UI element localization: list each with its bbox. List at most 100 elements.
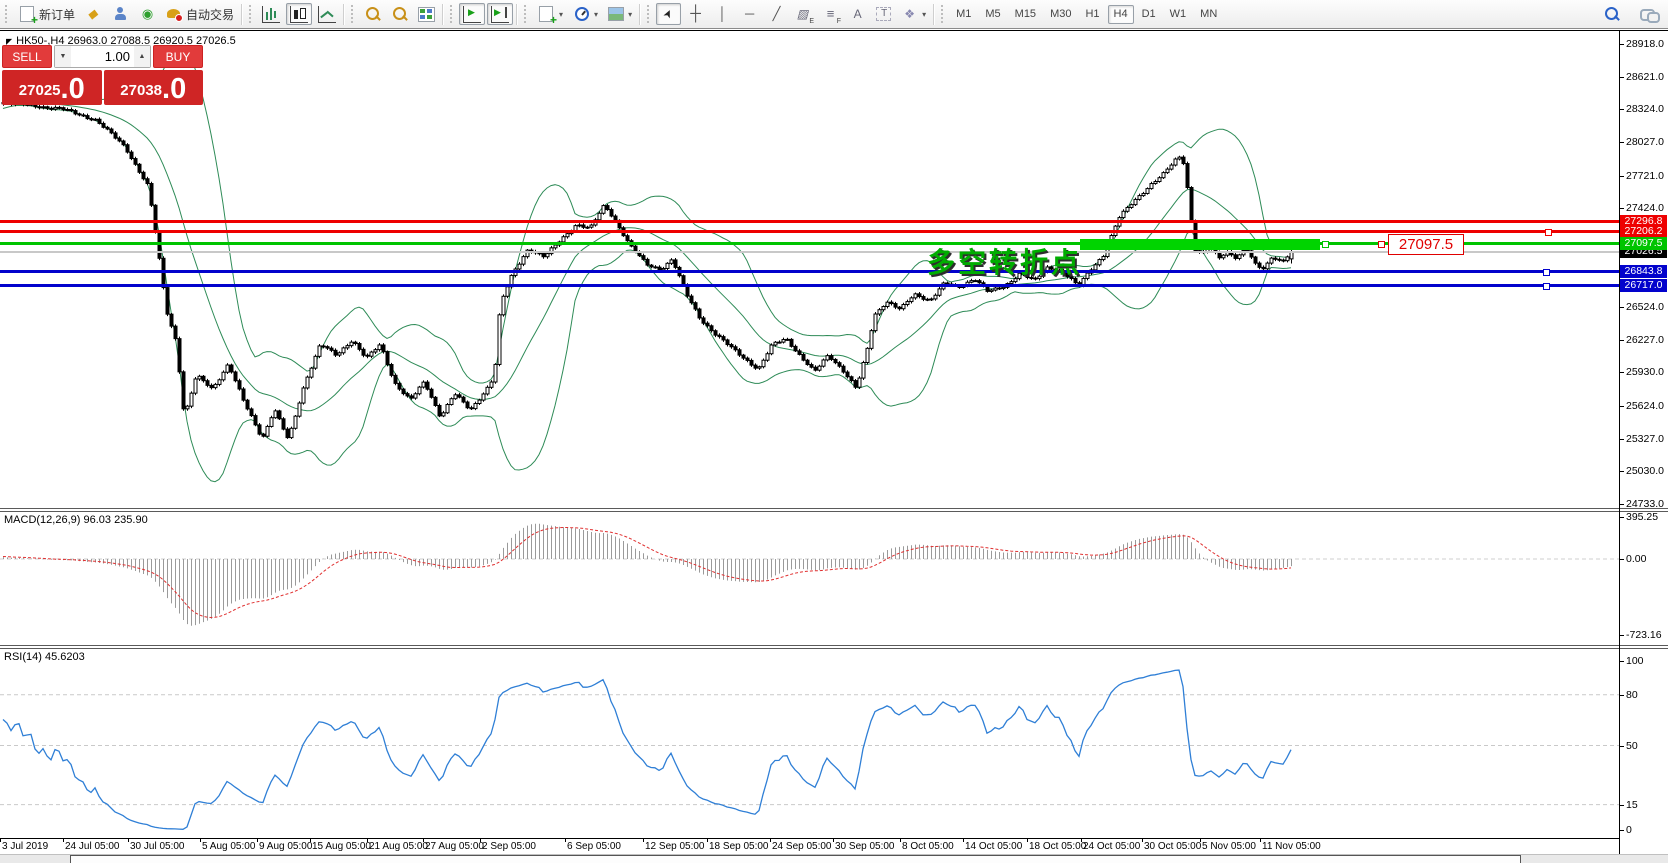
price-axis-label: 25624.0 bbox=[1626, 400, 1664, 412]
timeframe-h1-button[interactable]: H1 bbox=[1085, 8, 1100, 20]
macd-values: 96.03 235.90 bbox=[83, 514, 148, 526]
rsi-panel-separator[interactable] bbox=[0, 645, 1668, 649]
volume-up-button[interactable]: ▲ bbox=[134, 46, 150, 67]
time-axis-tick bbox=[63, 838, 64, 842]
rsi-line bbox=[2, 669, 1292, 830]
sell-price-display[interactable]: 27025.0 bbox=[2, 70, 102, 105]
price-axis-tick bbox=[1619, 307, 1624, 308]
text-label-button[interactable] bbox=[872, 3, 895, 25]
level-line-handle[interactable] bbox=[1322, 241, 1329, 248]
timeframe-m5-button[interactable]: M5 bbox=[985, 8, 1001, 20]
time-axis-label: 5 Nov 05:00 bbox=[1202, 841, 1256, 852]
macd-panel-separator[interactable] bbox=[0, 508, 1668, 512]
sell-button[interactable]: SELL bbox=[2, 45, 52, 68]
fibonacci-button[interactable] bbox=[818, 3, 843, 25]
cursor-button[interactable] bbox=[656, 3, 682, 25]
new-order-icon bbox=[20, 6, 38, 26]
zoom-in-button[interactable] bbox=[360, 3, 385, 25]
bar-chart-button[interactable] bbox=[258, 3, 284, 25]
horizontal-scrollbar[interactable] bbox=[0, 854, 1668, 863]
price-tag-handle[interactable] bbox=[1378, 241, 1385, 248]
level-line-27097.5[interactable] bbox=[0, 242, 1619, 245]
time-axis-label: 30 Oct 05:00 bbox=[1144, 841, 1202, 852]
price-axis-label: 25327.0 bbox=[1626, 433, 1664, 445]
profiles-button[interactable] bbox=[81, 3, 106, 25]
navigator-button[interactable] bbox=[108, 3, 133, 25]
new-order-button[interactable]: 新订单 bbox=[14, 3, 79, 26]
level-line-26717.0[interactable] bbox=[0, 284, 1619, 287]
auto-scroll-button[interactable] bbox=[459, 3, 486, 25]
candlestick-chart-button[interactable] bbox=[286, 3, 313, 25]
tile-windows-button[interactable] bbox=[414, 3, 439, 25]
time-axis-tick bbox=[367, 838, 368, 842]
toolbar-separator bbox=[442, 3, 444, 25]
toolbar-grip bbox=[351, 5, 355, 23]
chevron-down-icon[interactable]: ▾ bbox=[559, 9, 564, 19]
volume-down-button[interactable]: ▼ bbox=[55, 46, 71, 67]
timeframe-m15-button[interactable]: M15 bbox=[1014, 8, 1037, 20]
price-tag-label[interactable]: 27097.5 bbox=[1388, 234, 1464, 255]
time-axis-tick bbox=[565, 838, 566, 842]
timeframe-h4-button[interactable]: H4 bbox=[1107, 4, 1134, 24]
rsi-axis-label: 0 bbox=[1626, 824, 1632, 836]
rsi-axis-label: 100 bbox=[1626, 655, 1644, 667]
level-line-27206.2[interactable] bbox=[0, 230, 1619, 233]
chat-button[interactable] bbox=[1636, 3, 1661, 25]
macd-axis-tick bbox=[1619, 635, 1624, 636]
level-price-label: 27206.2 bbox=[1620, 225, 1667, 238]
scrollbar-thumb[interactable] bbox=[70, 855, 1521, 863]
chevron-down-icon[interactable]: ▾ bbox=[594, 9, 599, 19]
price-axis-label: 25030.0 bbox=[1626, 465, 1664, 477]
trendline-button[interactable] bbox=[764, 3, 789, 25]
signals-button[interactable] bbox=[135, 3, 160, 25]
time-axis-label: 14 Oct 05:00 bbox=[965, 841, 1023, 852]
arrows-button[interactable]: ▾ bbox=[897, 3, 930, 25]
level-line-handle[interactable] bbox=[1545, 229, 1552, 236]
timeframe-d1-button[interactable]: D1 bbox=[1141, 8, 1156, 20]
chevron-down-icon[interactable]: ▾ bbox=[628, 9, 633, 19]
periods-button[interactable]: ▾ bbox=[569, 3, 602, 25]
time-axis-tick bbox=[833, 838, 834, 842]
highlight-rectangle[interactable] bbox=[1080, 239, 1320, 250]
volume-stepper: ▼ ▲ bbox=[54, 45, 151, 68]
level-price-label: 27296.8 bbox=[1620, 215, 1667, 228]
line-chart-button[interactable] bbox=[314, 3, 340, 25]
timeframe-w1-button[interactable]: W1 bbox=[1169, 8, 1187, 20]
volume-input[interactable] bbox=[71, 46, 134, 67]
zoom-in-icon bbox=[364, 6, 381, 22]
search-button[interactable] bbox=[1599, 3, 1624, 25]
timeframe-m30-button[interactable]: M30 bbox=[1050, 8, 1072, 20]
cursor-icon bbox=[660, 6, 677, 22]
horizontal-line-button[interactable] bbox=[737, 3, 762, 25]
equidistant-channel-button[interactable] bbox=[791, 3, 816, 25]
level-line-27296.8[interactable] bbox=[0, 220, 1619, 223]
text-button[interactable] bbox=[845, 3, 870, 25]
price-axis-label: 28027.0 bbox=[1626, 136, 1664, 148]
zoom-out-button[interactable] bbox=[387, 3, 412, 25]
level-line-26843.8[interactable] bbox=[0, 270, 1619, 273]
chevron-down-icon[interactable]: ▾ bbox=[922, 9, 927, 19]
chart-text-annotation[interactable]: 多空转折点 bbox=[927, 247, 1083, 278]
indicators-button[interactable]: ▾ bbox=[533, 3, 567, 26]
time-axis-tick bbox=[1081, 838, 1082, 842]
level-line-27026.5[interactable] bbox=[0, 251, 1619, 253]
buy-button[interactable]: BUY bbox=[153, 45, 203, 68]
level-line-handle[interactable] bbox=[1543, 283, 1550, 290]
timeframe-mn-button[interactable]: MN bbox=[1200, 8, 1218, 20]
level-line-handle[interactable] bbox=[1543, 269, 1550, 276]
chart-shift-button[interactable] bbox=[487, 3, 514, 25]
macd-axis-label: 395.25 bbox=[1626, 511, 1659, 523]
vertical-line-button[interactable] bbox=[710, 3, 735, 25]
buy-price-display[interactable]: 27038.0 bbox=[103, 70, 203, 105]
autotrading-button[interactable]: 自动交易 bbox=[162, 3, 238, 25]
horizontal-line-icon bbox=[741, 6, 758, 22]
timeframe-m1-button[interactable]: M1 bbox=[956, 8, 972, 20]
price-axis-tick bbox=[1619, 208, 1624, 209]
rsi-axis-label: 50 bbox=[1626, 740, 1638, 752]
autotrading-button-label: 自动交易 bbox=[186, 7, 235, 22]
auto-scroll-icon bbox=[463, 5, 482, 23]
crosshair-button[interactable] bbox=[683, 3, 708, 25]
templates-button[interactable]: ▾ bbox=[604, 3, 636, 25]
autotrading-icon bbox=[166, 6, 184, 22]
